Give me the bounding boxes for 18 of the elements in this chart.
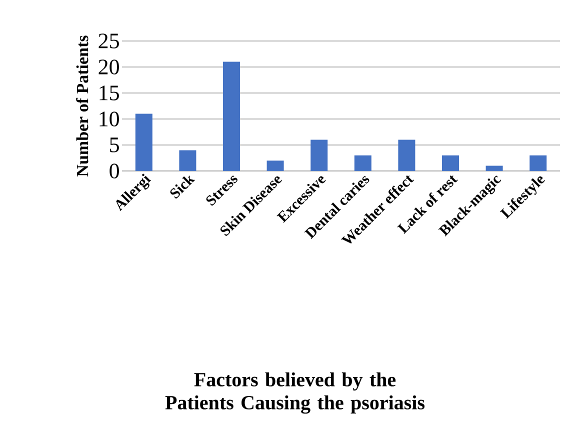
y-tick-label: 20 <box>98 60 119 74</box>
bar <box>530 155 547 171</box>
bar <box>442 155 459 171</box>
bar <box>223 62 240 171</box>
bar <box>354 155 372 171</box>
y-tick-label: 5 <box>110 138 119 152</box>
y-tick-label: 25 <box>98 34 119 48</box>
bar <box>135 114 152 171</box>
bar <box>486 166 503 171</box>
y-tick-label: 10 <box>100 112 119 126</box>
y-axis-title: Number of Patients <box>76 36 88 176</box>
bar <box>179 150 196 171</box>
y-tick-label: 15 <box>100 86 119 100</box>
x-tick-label: Sick <box>170 176 196 199</box>
bar <box>266 160 284 171</box>
bar <box>398 140 416 171</box>
bar <box>310 140 328 171</box>
text: Factors believed by the Patients Causing the psoriasis <box>165 372 425 414</box>
